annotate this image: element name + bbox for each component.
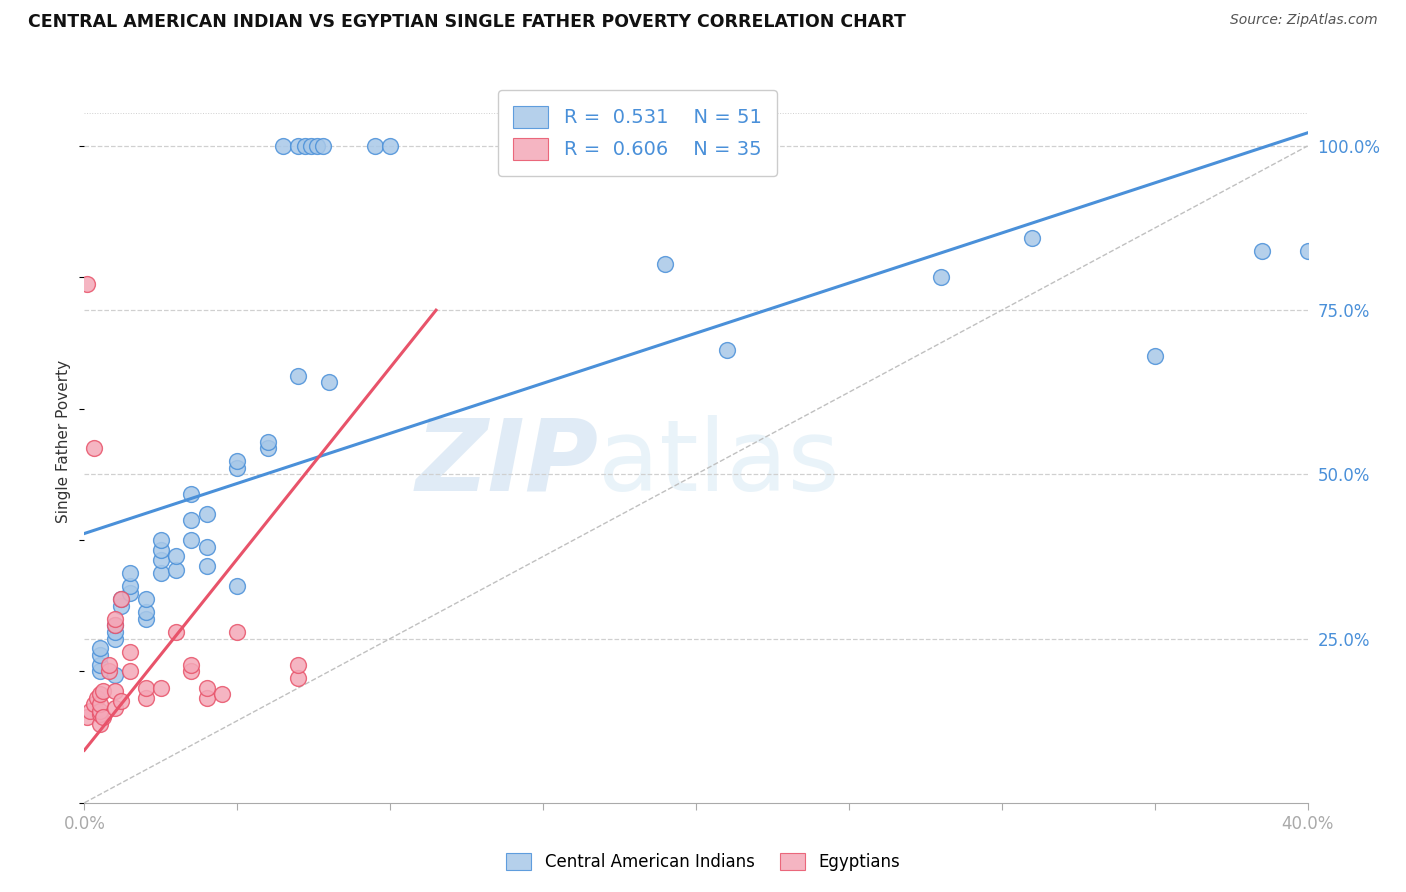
Point (104, 612, 127, 626)
Point (104, 700, 127, 714)
Point (716, 343, 738, 357)
Point (89, 707, 111, 722)
Point (83, 698, 105, 712)
Point (104, 618, 127, 632)
Point (97, 657, 120, 672)
Legend: Central American Indians, Egyptians: Central American Indians, Egyptians (498, 845, 908, 880)
Point (195, 690, 218, 705)
Point (97, 665, 120, 679)
Point (1143, 349, 1166, 363)
Point (180, 665, 202, 679)
Point (364, 139, 387, 153)
Point (83, 441, 105, 455)
Text: atlas: atlas (598, 415, 839, 512)
Text: ZIP: ZIP (415, 415, 598, 512)
Point (226, 579, 249, 593)
Point (120, 665, 142, 679)
Point (165, 625, 187, 640)
Point (91, 710, 114, 724)
Point (89, 717, 111, 731)
Point (104, 684, 127, 698)
Point (135, 605, 157, 619)
Point (226, 454, 249, 468)
Point (195, 559, 218, 574)
Point (1021, 231, 1043, 245)
Point (211, 687, 233, 701)
Point (149, 542, 172, 557)
Point (287, 139, 309, 153)
Point (76, 710, 98, 724)
Point (226, 625, 249, 640)
Point (312, 139, 335, 153)
Point (165, 563, 187, 577)
Point (89, 704, 111, 718)
Point (79, 704, 101, 718)
Point (180, 487, 202, 501)
Point (257, 434, 280, 449)
Point (89, 665, 111, 679)
Point (305, 139, 328, 153)
Point (271, 139, 294, 153)
Point (257, 441, 280, 455)
Point (380, 139, 402, 153)
Point (89, 648, 111, 662)
Point (135, 612, 157, 626)
Point (120, 645, 142, 659)
Point (149, 681, 172, 695)
Point (1250, 244, 1272, 258)
Point (195, 540, 218, 554)
Point (294, 139, 316, 153)
Legend: R =  0.531    N = 51, R =  0.606    N = 35: R = 0.531 N = 51, R = 0.606 N = 35 (498, 90, 778, 176)
Point (135, 681, 157, 695)
Point (76, 277, 98, 291)
Point (120, 585, 142, 599)
Point (165, 549, 187, 564)
Point (180, 533, 202, 547)
Point (110, 599, 132, 613)
Point (226, 460, 249, 475)
Point (91, 684, 114, 698)
Point (104, 667, 127, 681)
Point (180, 513, 202, 527)
Point (149, 553, 172, 567)
Y-axis label: Single Father Poverty: Single Father Poverty (56, 360, 72, 523)
Point (502, 139, 524, 153)
Point (287, 368, 309, 383)
Point (120, 566, 142, 580)
Text: Source: ZipAtlas.com: Source: ZipAtlas.com (1230, 13, 1378, 28)
Point (195, 507, 218, 521)
Point (110, 592, 132, 607)
Point (104, 618, 127, 632)
Point (135, 592, 157, 607)
Point (287, 671, 309, 685)
Point (104, 632, 127, 646)
Point (318, 376, 340, 390)
Point (86, 690, 108, 705)
Point (1296, 244, 1319, 258)
Point (149, 533, 172, 547)
Point (89, 641, 111, 656)
Text: CENTRAL AMERICAN INDIAN VS EGYPTIAN SINGLE FATHER POVERTY CORRELATION CHART: CENTRAL AMERICAN INDIAN VS EGYPTIAN SING… (28, 13, 905, 31)
Point (110, 592, 132, 607)
Point (89, 698, 111, 712)
Point (299, 139, 322, 153)
Point (89, 687, 111, 701)
Point (104, 625, 127, 640)
Point (180, 657, 202, 672)
Point (654, 257, 676, 271)
Point (929, 270, 952, 285)
Point (120, 579, 142, 593)
Point (195, 681, 218, 695)
Point (135, 690, 157, 705)
Point (89, 657, 111, 672)
Point (287, 657, 309, 672)
Point (149, 566, 172, 580)
Point (110, 694, 132, 708)
